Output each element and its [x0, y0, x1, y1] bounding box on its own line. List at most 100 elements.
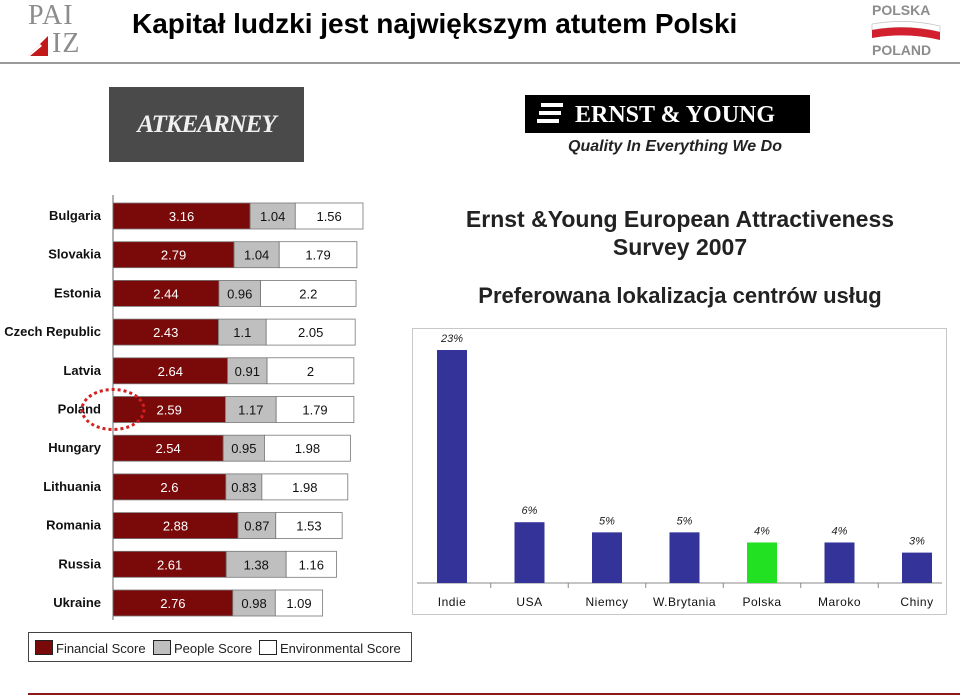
value-label-maroko: 4% [832, 525, 848, 537]
value-label-environmental-score-hungary: 1.98 [295, 441, 320, 456]
category-label-estonia: Estonia [54, 285, 102, 300]
legend-item-people: People Score [153, 640, 252, 656]
bar-environmental-score-hungary [264, 434, 351, 462]
category-label-slovakia: Slovakia [48, 247, 102, 262]
bar-people-score-romania [237, 512, 277, 540]
value-label-financial-score-czech-republic: 2.43 [153, 325, 178, 340]
bar-people-score-slovakia [233, 241, 280, 269]
highlight-circle [80, 388, 146, 431]
value-label-financial-score-latvia: 2.64 [158, 364, 183, 379]
value-label-people-score-slovakia: 1.04 [244, 248, 269, 263]
legend-swatch-environmental [259, 640, 277, 655]
bar-environmental-score-slovakia [278, 241, 358, 269]
survey-subtitle: Preferowana lokalizacja centrów usług [478, 283, 882, 308]
bar-people-score-czech-republic [218, 318, 267, 346]
category-label-czech-republic: Czech Republic [4, 324, 101, 339]
paiiz-logo-line-2: IZ [52, 28, 81, 59]
value-label-people-score-czech-republic: 1.1 [233, 325, 251, 340]
bar-w-brytania [669, 532, 700, 583]
bar-environmental-score-ukraine [274, 589, 324, 617]
value-label-people-score-ukraine: 0.98 [241, 596, 266, 611]
bar-financial-score-lithuania [112, 473, 227, 501]
value-label-financial-score-ukraine: 2.76 [160, 596, 185, 611]
value-label-people-score-estonia: 0.96 [227, 286, 252, 301]
bar-financial-score-latvia [112, 357, 228, 385]
atkearney-logo-text: ATKEARNEY [137, 111, 276, 138]
category-label-polska: Polska [742, 595, 781, 609]
value-label-people-score-lithuania: 0.83 [231, 480, 256, 495]
value-label-environmental-score-ukraine: 1.09 [286, 596, 311, 611]
bar-people-score-poland [225, 396, 277, 423]
value-label-financial-score-poland: 2.59 [157, 403, 182, 418]
category-label-chiny: Chiny [900, 595, 933, 609]
legend-item-financial: Financial Score [35, 640, 146, 656]
polska-logo-line-1: POLSKA [872, 2, 931, 18]
bar-environmental-score-russia [285, 550, 337, 578]
category-label-romania: Romania [46, 518, 102, 533]
ey-tagline: Quality In Everything We Do [568, 138, 782, 155]
bar-environmental-score-czech-republic [265, 318, 356, 346]
bar-polska [747, 542, 777, 583]
bar-environmental-score-poland [275, 396, 355, 423]
bar-people-score-hungary [222, 434, 265, 462]
bar-people-score-estonia [218, 280, 261, 307]
value-label-environmental-score-czech-republic: 2.05 [298, 325, 323, 340]
paiiz-logo-line-1: PAI [28, 0, 74, 31]
bar-environmental-score-lithuania [261, 473, 349, 501]
value-label-environmental-score-lithuania: 1.98 [292, 480, 317, 495]
category-label-latvia: Latvia [63, 363, 101, 378]
category-label-indie: Indie [438, 595, 467, 609]
bar-environmental-score-latvia [266, 357, 355, 385]
category-label-w-brytania: W.Brytania [653, 595, 716, 609]
legend-label-financial: Financial Score [56, 641, 146, 656]
bar-chiny [902, 552, 932, 583]
bar-environmental-score-romania [275, 512, 343, 540]
category-label-poland: Poland [58, 402, 101, 417]
bar-financial-score-bulgaria [112, 202, 251, 230]
category-label-hungary: Hungary [48, 440, 102, 455]
page-title: Kapitał ludzki jest największym atutem P… [132, 8, 738, 39]
atkearney-logo: ATKEARNEY [109, 87, 304, 162]
value-label-w-brytania: 5% [677, 515, 693, 527]
footer-divider [28, 693, 960, 695]
bar-maroko [824, 542, 855, 583]
value-label-people-score-russia: 1.38 [244, 557, 269, 572]
cee-scores-chart: Bulgaria 3.16 1.04 1.56 Slovakia 2.79 1.04 1.79… [4, 195, 364, 620]
category-label-niemcy: Niemcy [585, 595, 628, 609]
value-label-financial-score-estonia: 2.44 [153, 286, 178, 301]
value-label-chiny: 3% [909, 536, 925, 548]
bar-financial-score-estonia [112, 280, 220, 307]
survey-title: Ernst &Young European Attractiveness Sur… [465, 206, 895, 260]
value-label-environmental-score-poland: 1.79 [302, 403, 327, 418]
value-label-financial-score-bulgaria: 3.16 [169, 209, 194, 224]
category-label-maroko: Maroko [818, 595, 861, 609]
value-label-financial-score-russia: 2.61 [157, 557, 182, 572]
bar-financial-score-russia [112, 550, 227, 578]
value-label-environmental-score-estonia: 2.2 [299, 286, 317, 301]
value-label-environmental-score-bulgaria: 1.56 [316, 209, 341, 224]
legend-label-environmental: Environmental Score [280, 641, 401, 656]
value-label-financial-score-hungary: 2.54 [155, 441, 180, 456]
ernst-young-logo: ERNST & YOUNG [525, 95, 810, 133]
bar-niemcy [592, 532, 622, 583]
legend-item-environmental: Environmental Score [259, 640, 401, 656]
value-label-people-score-hungary: 0.95 [231, 441, 256, 456]
category-label-usa: USA [516, 595, 542, 609]
value-label-people-score-poland: 1.17 [238, 403, 263, 418]
legend-label-people: People Score [174, 641, 253, 656]
header-divider [0, 62, 960, 64]
bar-financial-score-slovakia [112, 241, 235, 269]
value-label-environmental-score-latvia: 2 [307, 364, 314, 379]
category-label-russia: Russia [58, 556, 101, 571]
category-label-bulgaria: Bulgaria [49, 208, 102, 223]
value-label-environmental-score-russia: 1.16 [299, 557, 324, 572]
value-label-usa: 6% [522, 505, 538, 517]
bar-financial-score-poland [112, 396, 226, 423]
category-label-ukraine: Ukraine [53, 595, 101, 610]
bar-usa [514, 522, 545, 583]
value-label-people-score-bulgaria: 1.04 [260, 209, 285, 224]
value-label-polska: 4% [754, 525, 770, 537]
value-label-financial-score-lithuania: 2.6 [160, 480, 178, 495]
ey-mark-icon [537, 103, 563, 123]
category-label-lithuania: Lithuania [43, 479, 102, 494]
